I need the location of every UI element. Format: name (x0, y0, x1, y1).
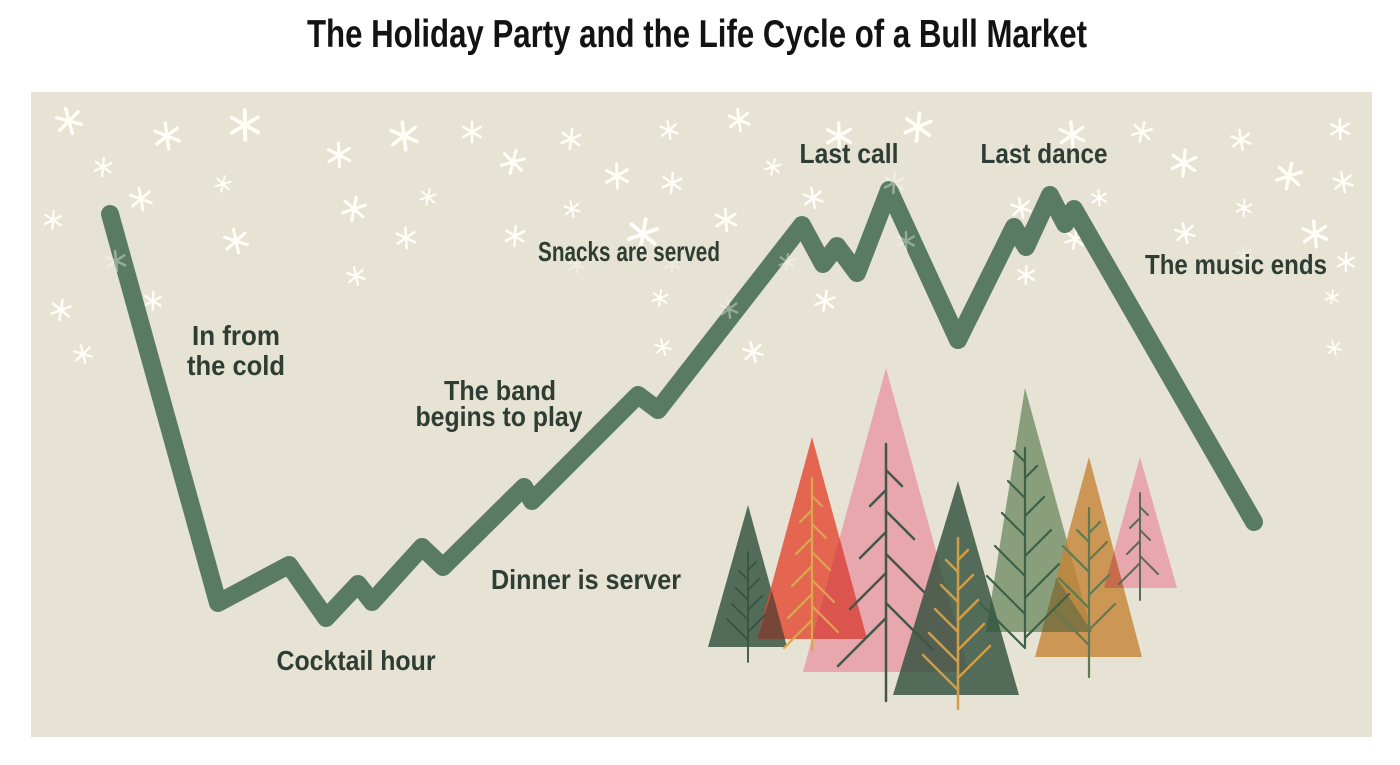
svg-text:The band: The band (444, 375, 556, 406)
svg-text:In from: In from (192, 320, 280, 351)
svg-text:The music ends: The music ends (1145, 249, 1327, 280)
svg-text:Cocktail hour: Cocktail hour (277, 645, 436, 676)
svg-text:the cold: the cold (187, 350, 285, 381)
svg-text:begins to play: begins to play (416, 401, 584, 432)
svg-text:Dinner is server: Dinner is server (491, 564, 681, 595)
svg-text:The Holiday Party and the Life: The Holiday Party and the Life Cycle of … (307, 13, 1087, 56)
svg-text:Last dance: Last dance (981, 138, 1108, 169)
svg-text:Snacks are served: Snacks are served (538, 236, 720, 267)
svg-text:Last call: Last call (800, 138, 899, 169)
